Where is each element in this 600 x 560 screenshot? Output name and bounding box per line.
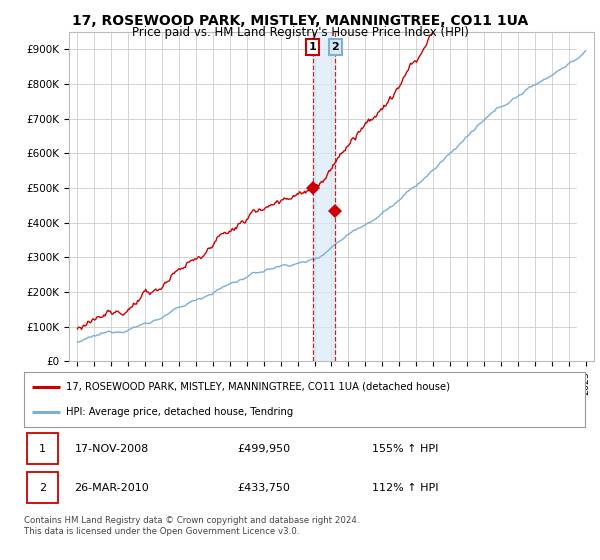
- Text: 17, ROSEWOOD PARK, MISTLEY, MANNINGTREE, CO11 1UA: 17, ROSEWOOD PARK, MISTLEY, MANNINGTREE,…: [72, 14, 528, 28]
- Bar: [313, 32, 335, 361]
- Text: Contains HM Land Registry data © Crown copyright and database right 2024.
This d: Contains HM Land Registry data © Crown c…: [24, 516, 359, 536]
- Text: 1: 1: [39, 444, 46, 454]
- Text: 2: 2: [38, 483, 46, 493]
- Text: £499,950: £499,950: [237, 444, 290, 454]
- Text: 26-MAR-2010: 26-MAR-2010: [74, 483, 149, 493]
- Text: £433,750: £433,750: [237, 483, 290, 493]
- Text: 17, ROSEWOOD PARK, MISTLEY, MANNINGTREE, CO11 1UA (detached house): 17, ROSEWOOD PARK, MISTLEY, MANNINGTREE,…: [66, 382, 450, 391]
- Text: 155% ↑ HPI: 155% ↑ HPI: [372, 444, 438, 454]
- Text: 1: 1: [308, 42, 316, 52]
- Text: Price paid vs. HM Land Registry's House Price Index (HPI): Price paid vs. HM Land Registry's House …: [131, 26, 469, 39]
- Text: 2: 2: [332, 42, 339, 52]
- FancyBboxPatch shape: [27, 433, 58, 464]
- Text: HPI: Average price, detached house, Tendring: HPI: Average price, detached house, Tend…: [66, 407, 293, 417]
- Text: 112% ↑ HPI: 112% ↑ HPI: [372, 483, 439, 493]
- Text: 17-NOV-2008: 17-NOV-2008: [74, 444, 149, 454]
- Bar: [577, 32, 594, 361]
- FancyBboxPatch shape: [27, 472, 58, 503]
